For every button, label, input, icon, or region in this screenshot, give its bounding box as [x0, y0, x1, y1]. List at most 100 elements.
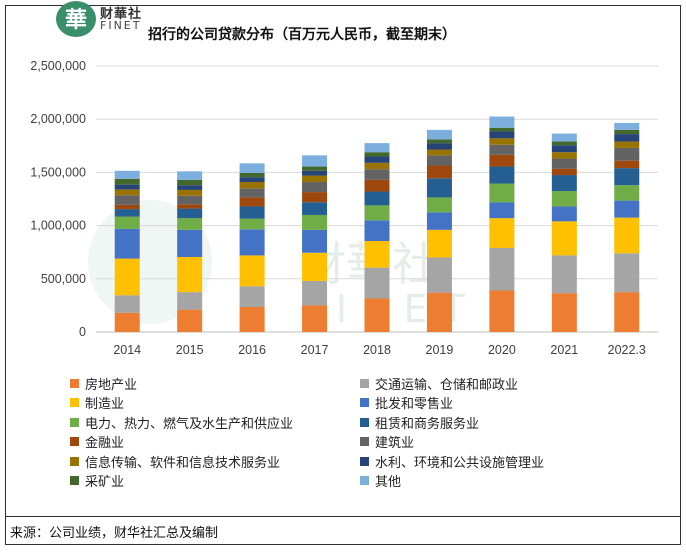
legend-swatch [360, 398, 369, 407]
bar-segment [177, 229, 203, 257]
y-tick-label: 2,000,000 [30, 112, 86, 126]
bar-segment [114, 312, 140, 332]
legend-label: 水利、环境和公共设施管理业 [375, 455, 545, 471]
bar-segment [302, 192, 328, 203]
bar-segment [239, 206, 265, 219]
bar-segment [426, 197, 452, 213]
legend-item: 其他 [360, 472, 401, 490]
bar-segment [302, 305, 328, 332]
bar-segment [364, 267, 390, 299]
bar-segment [177, 309, 203, 332]
legend-swatch [70, 378, 79, 388]
bar-segment [614, 160, 640, 169]
bar-segment [551, 175, 577, 192]
x-tick-label: 2020 [488, 343, 516, 357]
bar-segment [489, 290, 515, 332]
y-tick-label: 0 [79, 325, 86, 339]
bar-segment [614, 253, 640, 293]
bar-segment [114, 295, 140, 313]
bar-segment [551, 158, 577, 169]
legend-item: 信息传输、软件和信息技术服务业 [70, 452, 281, 471]
chart-frame [5, 5, 681, 545]
bar-segment [489, 154, 515, 167]
y-tick-label: 500,000 [41, 272, 86, 286]
bar-segment [614, 147, 640, 161]
bar-segment [239, 286, 265, 307]
bar-segment [364, 143, 390, 153]
bar-segment [364, 156, 390, 163]
bar-segment [302, 155, 328, 167]
legend-label: 制造业 [85, 397, 125, 412]
legend-label: 金融业 [85, 436, 125, 451]
bar-segment [426, 149, 452, 156]
legend-swatch [70, 476, 79, 485]
bar-segment [614, 200, 640, 218]
legend-label: 建筑业 [375, 436, 415, 451]
brand-name-cn: 财華社 [100, 7, 143, 22]
bar-segment [489, 166, 515, 184]
bar-segment [551, 152, 577, 159]
bar-segment [426, 212, 452, 230]
bar-segment [551, 221, 577, 256]
x-tick-label: 2016 [238, 343, 266, 357]
bar-segment [426, 292, 452, 332]
legend-item: 批发和零售业 [360, 394, 453, 412]
bar-segment [364, 241, 390, 268]
bar-segment [551, 145, 577, 153]
bar-segment [426, 129, 452, 140]
legend-item: 租赁和商务服务业 [360, 413, 479, 432]
legend-label: 交通运输、仓储和邮政业 [375, 377, 519, 393]
legend-item: 电力、热力、燃气及水生产和供应业 [70, 413, 294, 432]
legend-swatch [360, 417, 369, 427]
bar-segment [177, 204, 203, 209]
x-tick-label: 2019 [426, 343, 454, 357]
legend-item: 房地产业 [70, 374, 137, 393]
bar-segment [489, 183, 515, 203]
legend-label: 批发和零售业 [375, 397, 454, 412]
bar-segment [239, 188, 265, 198]
bar-segment [364, 205, 390, 221]
bar-segment [614, 185, 640, 201]
bar-segment [364, 220, 390, 242]
bar-segment [177, 218, 203, 230]
bar-segment [177, 189, 203, 196]
legend-label: 电力、热力、燃气及水生产和供应业 [85, 416, 294, 432]
bar-segment [551, 133, 577, 142]
bar-segment [489, 247, 515, 291]
bar-segment [614, 141, 640, 148]
y-tick-label: 1,500,000 [30, 165, 86, 179]
bar-segment [426, 139, 452, 144]
bar-segment [302, 252, 328, 281]
bar-segment [177, 292, 203, 310]
legend-swatch [360, 437, 369, 446]
bar-segment [489, 116, 515, 128]
bar-segment [551, 191, 577, 207]
bar-segment [551, 255, 577, 294]
x-tick-label: 2022.3 [608, 343, 646, 357]
bar-segment [114, 189, 140, 196]
bar-segment [114, 209, 140, 217]
finet-logo: 華 [56, 1, 96, 37]
bar-segment [302, 170, 328, 176]
bar-segment [364, 152, 390, 157]
bar-segment [364, 169, 390, 180]
bar-segment [114, 178, 140, 185]
bar-segment [177, 256, 203, 293]
legend-label: 采矿业 [85, 475, 125, 490]
bar-segment [302, 181, 328, 193]
bar-segment [426, 229, 452, 258]
x-tick-label: 2021 [550, 343, 578, 357]
legend-item: 建筑业 [360, 433, 414, 451]
bar-segment [302, 280, 328, 306]
x-tick-label: 2017 [301, 343, 329, 357]
bar-segment [239, 255, 265, 287]
bar-segment [302, 202, 328, 215]
bar-segment [114, 258, 140, 296]
bar-segment [489, 202, 515, 219]
bar-segment [614, 292, 640, 332]
legend-label: 信息传输、软件和信息技术服务业 [85, 455, 281, 471]
bar-segment [239, 197, 265, 207]
bar-segment [302, 166, 328, 171]
x-tick-label: 2014 [113, 343, 141, 357]
